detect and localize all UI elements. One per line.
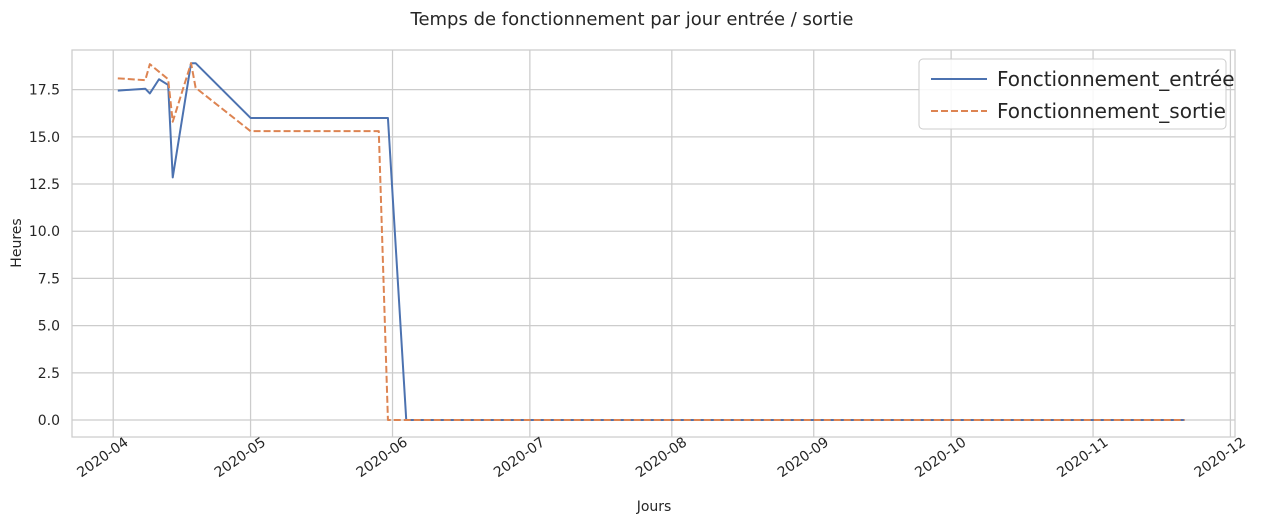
y-axis-ticks: 0.0 2.5 5.0 7.5 10.0 12.5 15.0 17.5 bbox=[29, 83, 60, 429]
y-axis-title: Heures bbox=[9, 218, 25, 267]
x-tick-label: 2020-05 bbox=[212, 434, 269, 481]
y-tick-label: 0.0 bbox=[38, 413, 60, 429]
y-tick-label: 15.0 bbox=[29, 130, 60, 146]
x-tick-label: 2020-10 bbox=[912, 434, 969, 481]
chart-title: Temps de fonctionnement par jour entrée … bbox=[410, 9, 854, 30]
legend-label-2: Fonctionnement_sortie bbox=[997, 99, 1226, 123]
series-line-2 bbox=[117, 62, 1185, 422]
x-tick-label: 2020-08 bbox=[633, 434, 690, 481]
y-tick-label: 10.0 bbox=[29, 224, 60, 240]
y-tick-label: 5.0 bbox=[38, 319, 60, 335]
x-tick-label: 2020-07 bbox=[491, 434, 548, 481]
legend-box bbox=[918, 58, 1227, 130]
x-tick-label: 2020-06 bbox=[354, 434, 411, 481]
y-tick-label: 7.5 bbox=[38, 271, 60, 287]
y-tick-label: 17.5 bbox=[29, 83, 60, 99]
legend-label-1: Fonctionnement_entrée bbox=[997, 67, 1235, 91]
series-lines bbox=[117, 62, 1185, 422]
x-axis-title: Jours bbox=[636, 499, 672, 515]
x-axis-ticks: 2020-04 2020-05 2020-06 2020-07 2020-08 2020-… bbox=[74, 434, 1248, 481]
y-tick-label: 2.5 bbox=[38, 366, 60, 382]
plot-area-frame bbox=[71, 49, 1236, 438]
x-tick-label: 2020-09 bbox=[775, 434, 832, 481]
y-tick-label: 12.5 bbox=[29, 177, 60, 193]
x-tick-label: 2020-11 bbox=[1054, 434, 1111, 481]
legend: Fonctionnement_entrée Fonctionnement_sort… bbox=[918, 58, 1235, 130]
x-tick-label: 2020-12 bbox=[1192, 434, 1249, 481]
series-line-1 bbox=[117, 62, 1185, 422]
x-tick-label: 2020-04 bbox=[74, 434, 131, 481]
